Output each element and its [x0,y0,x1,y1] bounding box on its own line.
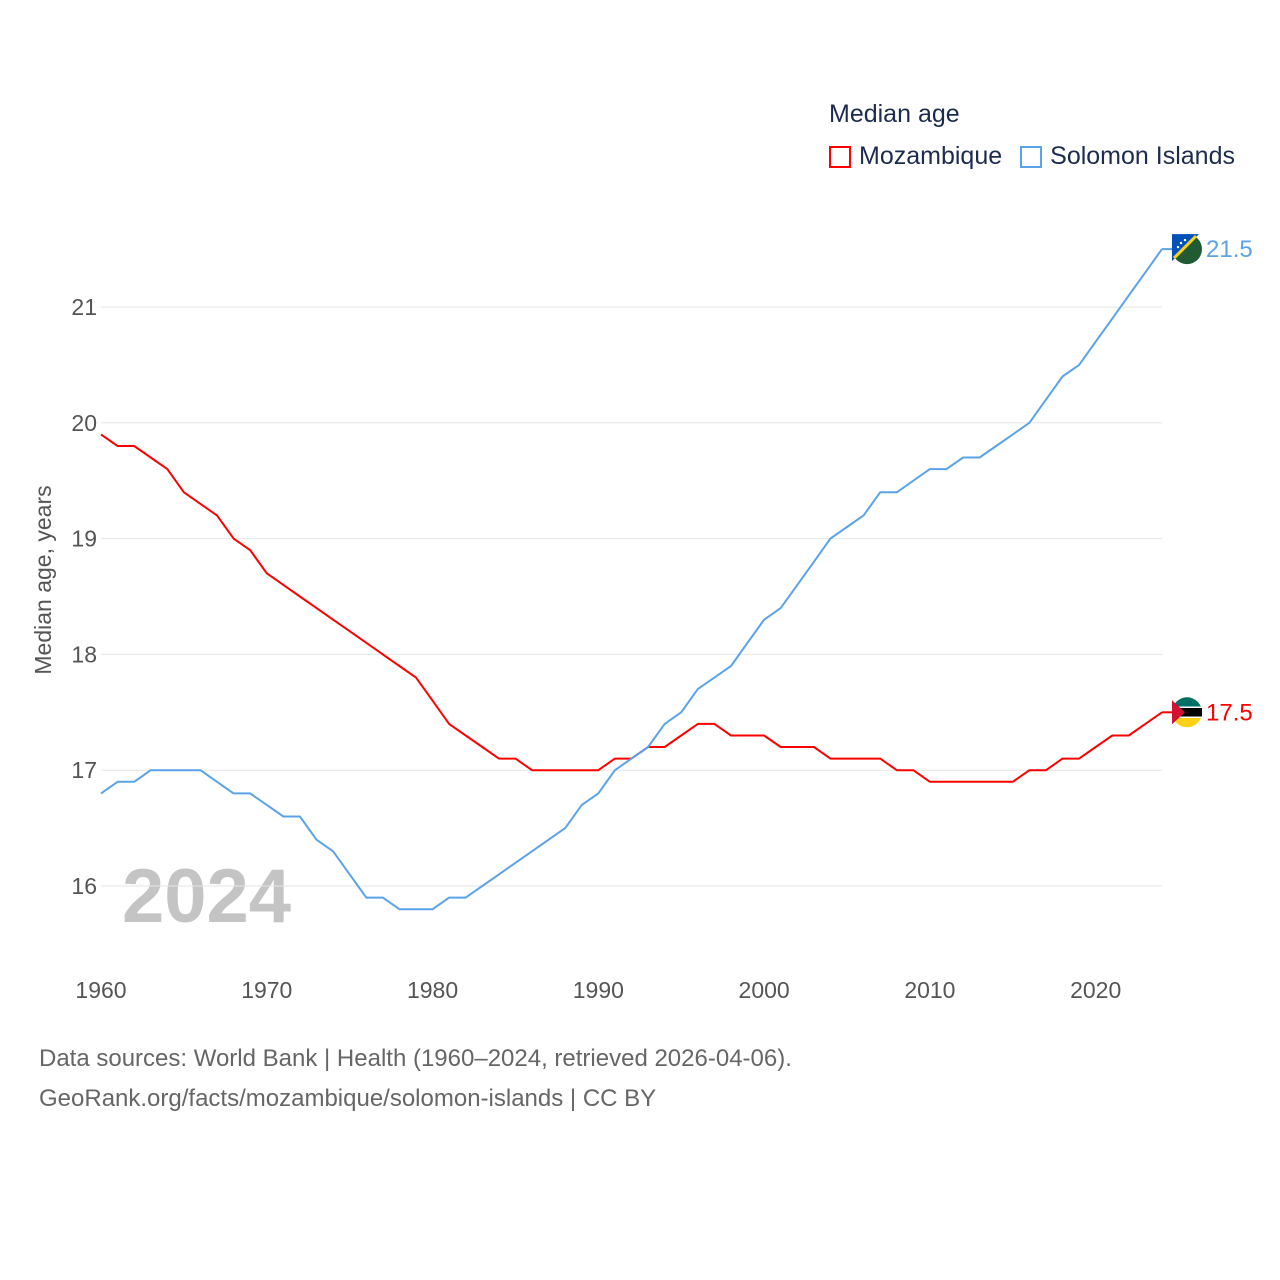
legend-item-mozambique[interactable]: Mozambique [829,142,1002,171]
y-tick-label: 20 [71,410,97,436]
x-tick-label: 2000 [739,977,790,1003]
x-tick-label: 2020 [1070,977,1121,1003]
legend-item-solomon-islands[interactable]: Solomon Islands [1020,142,1235,171]
flag-icon-mozambique [1172,697,1202,728]
legend-label: Mozambique [859,142,1003,170]
x-tick-label: 1960 [75,977,126,1003]
legend-label: Solomon Islands [1050,142,1235,170]
y-tick-label: 19 [71,526,97,552]
year-watermark: 2024 [122,854,291,939]
y-tick-label: 18 [71,641,97,667]
legend-swatch-solomon-islands [1020,145,1043,168]
y-tick-label: 17 [71,757,97,783]
source-url: GeoRank.org/facts/mozambique/solomon-isl… [39,1085,657,1112]
y-tick-label: 21 [71,294,97,320]
x-tick-label: 1970 [241,977,292,1003]
end-value-label: 17.5 [1206,699,1253,726]
series-line-mozambique [100,433,1163,783]
legend: Mozambique Solomon Islands [829,142,1253,171]
series-line-solomon-islands [100,248,1163,911]
x-tick-label: 1990 [573,977,624,1003]
source-note: Data sources: World Bank | Health (1960–… [39,1045,792,1072]
y-tick-label: 16 [71,873,97,899]
legend-swatch-mozambique [829,145,851,168]
end-value-label: 21.5 [1206,236,1253,263]
flag-icon-solomon-islands [1172,234,1202,265]
x-tick-label: 2010 [904,977,955,1003]
y-axis-label: Median age, years [30,485,56,674]
x-tick-label: 1980 [407,977,458,1003]
legend-title: Median age [829,100,960,128]
